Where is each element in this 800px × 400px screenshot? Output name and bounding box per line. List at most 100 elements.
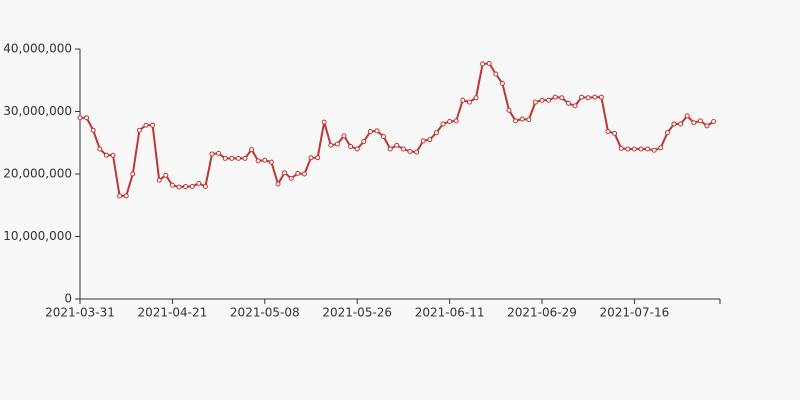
point	[374, 128, 380, 134]
line	[80, 62, 715, 197]
x-tick-label: 2021-04-21	[138, 306, 208, 320]
point	[216, 150, 222, 156]
point	[447, 119, 453, 124]
point	[532, 99, 538, 105]
point	[202, 184, 208, 189]
point	[183, 184, 189, 189]
point	[249, 147, 255, 153]
point	[229, 155, 235, 161]
point	[341, 133, 347, 139]
point	[361, 139, 367, 144]
point	[519, 116, 525, 122]
y-tick-label: 0	[64, 292, 72, 306]
point	[348, 144, 354, 149]
point	[473, 95, 479, 101]
point	[592, 94, 598, 100]
point	[242, 155, 248, 161]
point	[103, 152, 109, 158]
point	[704, 123, 710, 129]
y-tick-label: 10,000,000	[3, 229, 72, 243]
point	[493, 71, 499, 77]
point	[407, 149, 413, 154]
point	[268, 159, 274, 165]
point	[658, 145, 664, 151]
point	[631, 146, 637, 152]
point	[539, 97, 545, 103]
point	[453, 118, 459, 124]
point	[97, 146, 103, 152]
point	[110, 152, 116, 158]
point	[209, 151, 215, 157]
point	[176, 184, 182, 190]
point	[288, 175, 294, 181]
point	[222, 155, 228, 161]
point	[460, 97, 466, 103]
x-tick-label: 2021-06-29	[507, 306, 577, 320]
point	[90, 127, 96, 133]
point	[480, 61, 486, 67]
y-tick-label: 40,000,000	[3, 42, 72, 56]
y-tick-label: 20,000,000	[3, 167, 72, 181]
point	[565, 100, 571, 106]
point	[117, 193, 123, 199]
point	[499, 80, 505, 86]
point	[572, 103, 578, 109]
point	[394, 142, 400, 148]
y-tick-label: 30,000,000	[3, 104, 72, 118]
point	[513, 118, 519, 124]
point	[691, 120, 697, 126]
point	[196, 180, 202, 186]
x-tick-label: 2021-06-11	[415, 306, 485, 320]
point	[466, 99, 472, 105]
point	[235, 155, 241, 161]
point	[546, 97, 552, 103]
point	[282, 170, 288, 176]
point	[645, 146, 651, 152]
point	[315, 155, 321, 161]
point	[506, 107, 512, 113]
point	[354, 146, 360, 152]
point	[308, 155, 314, 161]
point	[387, 146, 393, 152]
x-tick-label: 2021-05-26	[322, 306, 392, 320]
point	[559, 95, 565, 101]
point	[618, 145, 624, 151]
point	[275, 181, 281, 187]
point	[671, 121, 677, 127]
x-tick-label: 2021-07-16	[600, 306, 670, 320]
point	[328, 142, 334, 148]
point	[156, 177, 162, 183]
point	[189, 184, 195, 189]
point	[150, 122, 156, 128]
point	[123, 193, 129, 199]
point	[163, 172, 169, 178]
point	[420, 138, 426, 144]
point	[169, 182, 175, 188]
point	[130, 171, 136, 177]
point	[625, 146, 631, 152]
point	[711, 119, 717, 124]
point	[433, 130, 439, 136]
point	[651, 147, 657, 153]
point	[605, 129, 611, 134]
point	[440, 121, 446, 127]
point	[295, 170, 301, 176]
point	[552, 94, 558, 100]
point	[427, 137, 433, 143]
point	[334, 141, 340, 147]
point	[321, 119, 327, 125]
point	[143, 122, 149, 128]
point	[585, 95, 591, 101]
point	[262, 157, 268, 163]
point	[414, 149, 420, 155]
point	[598, 94, 604, 100]
x-tick-label: 2021-05-08	[230, 306, 300, 320]
point	[136, 127, 142, 133]
point	[77, 115, 83, 121]
x-tick-label: 2021-03-31	[45, 306, 115, 320]
point	[697, 118, 703, 124]
point	[381, 134, 387, 139]
point	[301, 171, 307, 177]
point	[684, 113, 690, 119]
